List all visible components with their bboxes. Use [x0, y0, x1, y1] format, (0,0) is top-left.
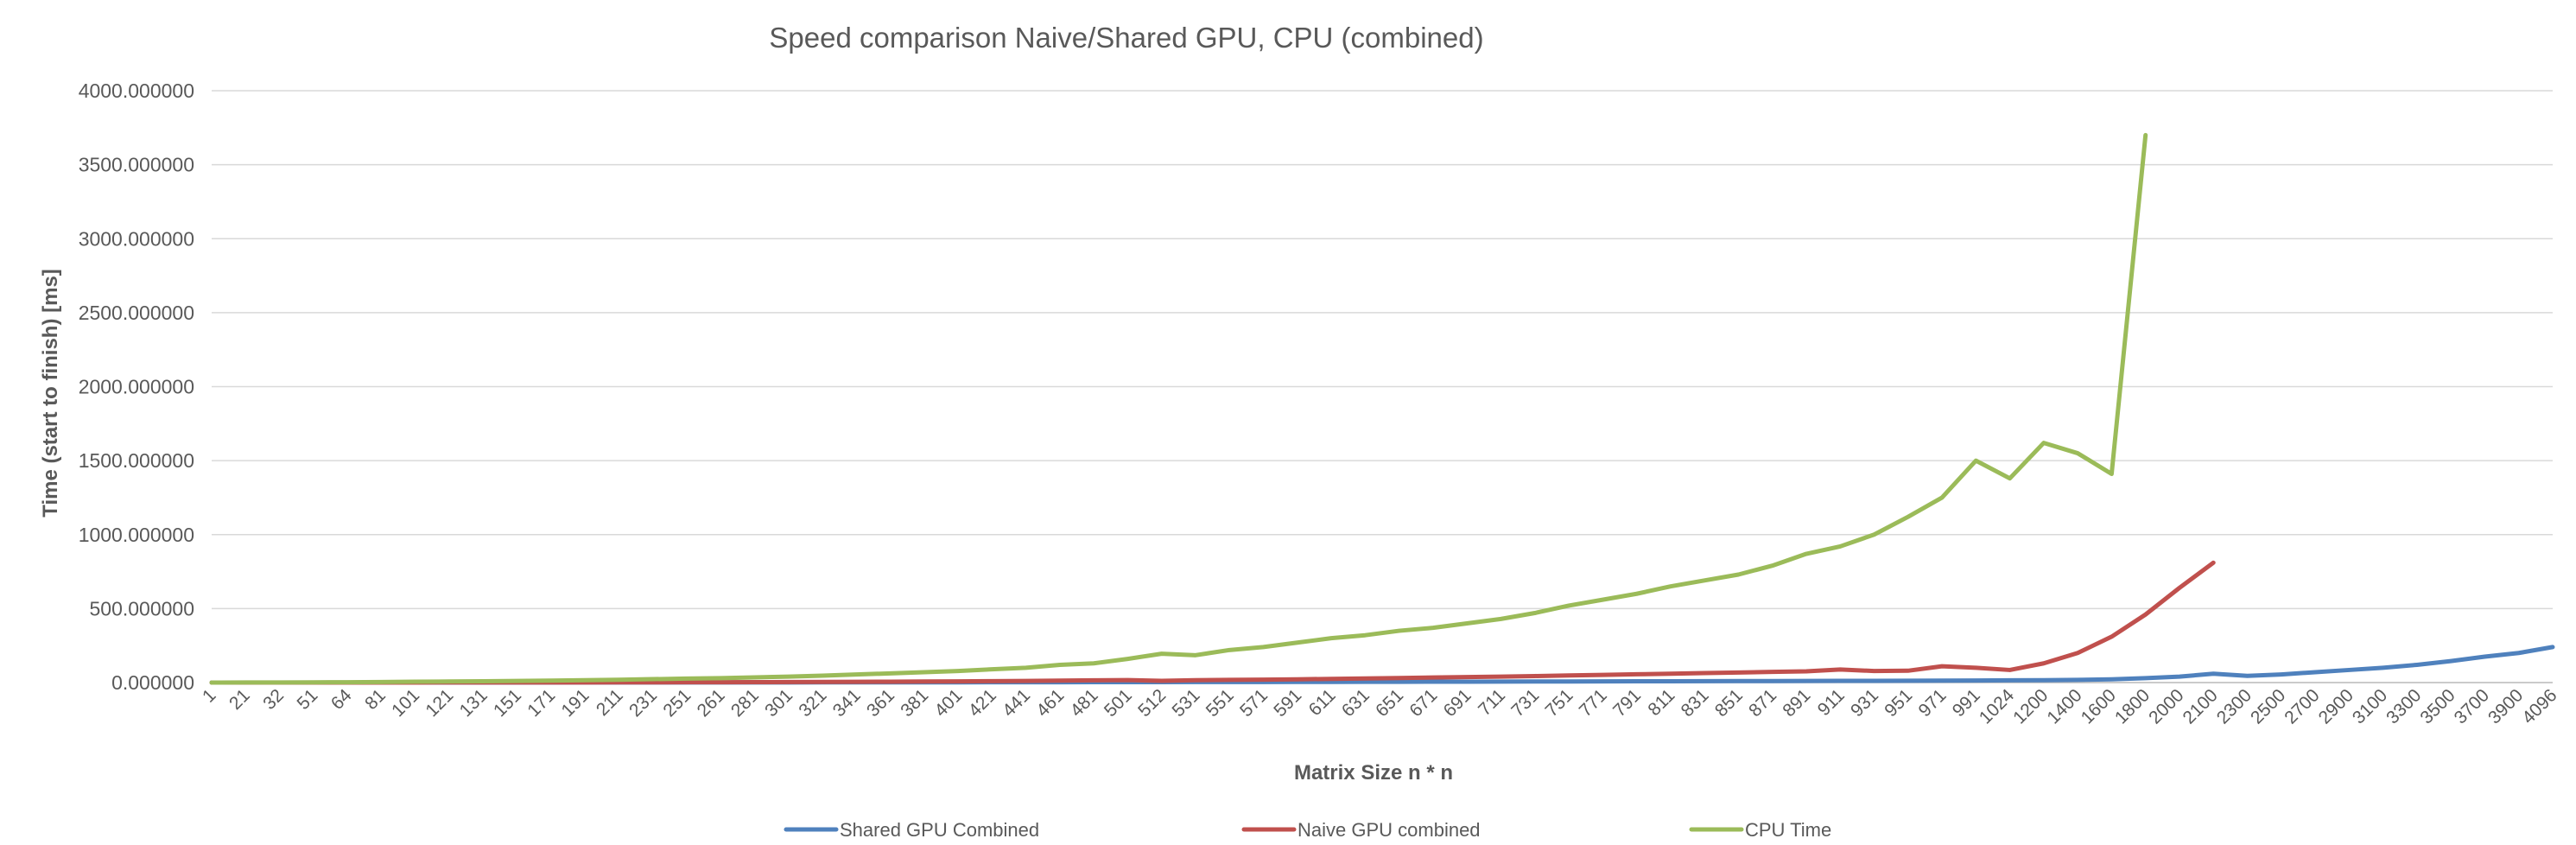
gridlines	[212, 90, 2553, 683]
y-axis-ticks: 0.000000 500.000000 1000.000000 1500.000000…	[79, 79, 194, 694]
x-tick-label: 3900	[2484, 685, 2527, 727]
x-tick-label: 131	[456, 685, 492, 721]
y-tick-label: 0.000000	[111, 671, 194, 694]
x-tick-label: 4096	[2518, 685, 2560, 727]
x-tick-label: 3500	[2416, 685, 2459, 727]
series-lines	[209, 132, 2555, 685]
x-tick-label: 121	[422, 685, 457, 721]
x-tick-label: 441	[999, 685, 1034, 721]
y-tick-label: 3500.000000	[79, 154, 194, 176]
x-tick-label: 501	[1101, 685, 1136, 721]
y-tick-label: 3000.000000	[79, 227, 194, 250]
x-tick-label: 481	[1067, 685, 1102, 721]
x-tick-label: 301	[761, 685, 796, 721]
x-tick-label: 631	[1338, 685, 1374, 721]
x-tick-label: 831	[1678, 685, 1713, 721]
x-tick-label: 3300	[2382, 685, 2425, 727]
x-tick-label: 171	[523, 685, 559, 721]
x-tick-label: 361	[863, 685, 898, 721]
x-tick-label: 151	[490, 685, 525, 721]
x-tick-label: 21	[225, 685, 254, 714]
x-tick-label: 3700	[2451, 685, 2493, 727]
y-tick-label: 4000.000000	[79, 79, 194, 102]
x-tick-label: 461	[1032, 685, 1068, 721]
x-tick-label: 851	[1711, 685, 1747, 721]
x-tick-label: 611	[1305, 685, 1340, 720]
x-tick-label: 251	[659, 685, 695, 721]
y-tick-label: 2500.000000	[79, 302, 194, 324]
x-axis-title: Matrix Size n * n	[1294, 761, 1453, 785]
legend-label-naive-gpu-combined: Naive GPU combined	[1298, 819, 1481, 841]
x-tick-label: 512	[1134, 685, 1170, 721]
x-tick-label: 1400	[2043, 685, 2085, 727]
x-tick-label: 51	[294, 685, 322, 714]
x-tick-label: 81	[361, 685, 390, 714]
x-tick-label: 321	[795, 685, 830, 721]
y-tick-label: 500.000000	[89, 597, 194, 619]
series-line-naive-gpu-combined	[209, 560, 2216, 685]
y-tick-label: 1500.000000	[79, 449, 194, 472]
chart-title: Speed comparison Naive/Shared GPU, CPU (…	[769, 22, 1483, 54]
y-axis-title: Time (start to finish) [ms]	[39, 269, 62, 518]
x-tick-label: 281	[727, 685, 763, 721]
x-tick-label: 1800	[2111, 685, 2154, 727]
x-tick-label: 101	[388, 685, 423, 721]
x-tick-label: 211	[593, 685, 627, 720]
x-tick-label: 671	[1405, 685, 1441, 721]
legend-label-shared-gpu-combined: Shared GPU Combined	[840, 819, 1039, 841]
x-tick-label: 811	[1644, 685, 1678, 720]
x-tick-label: 2300	[2213, 685, 2256, 727]
x-tick-label: 2900	[2315, 685, 2357, 727]
x-tick-label: 951	[1881, 685, 1916, 721]
legend: Shared GPU Combined Naive GPU combined CPU…	[784, 819, 1831, 841]
x-tick-label: 1200	[2009, 685, 2052, 727]
x-tick-label: 871	[1745, 685, 1780, 721]
x-tick-label: 911	[1814, 685, 1849, 720]
x-tick-label: 64	[327, 685, 356, 714]
x-tick-label: 1	[199, 685, 220, 707]
y-tick-label: 2000.000000	[79, 376, 194, 398]
x-tick-label: 691	[1440, 685, 1475, 721]
x-tick-label: 931	[1847, 685, 1882, 721]
x-tick-label: 591	[1270, 685, 1305, 721]
x-tick-label: 571	[1236, 685, 1272, 721]
x-tick-label: 1024	[1976, 685, 2019, 728]
x-tick-label: 1600	[2078, 685, 2120, 727]
legend-label-cpu-time: CPU Time	[1745, 819, 1831, 841]
x-tick-label: 891	[1779, 685, 1814, 721]
x-tick-label: 751	[1542, 685, 1577, 721]
x-tick-label: 771	[1576, 685, 1611, 721]
x-tick-label: 551	[1202, 685, 1238, 721]
x-tick-label: 401	[931, 685, 967, 721]
x-tick-label: 2700	[2281, 685, 2323, 727]
x-tick-label: 2100	[2179, 685, 2221, 727]
x-tick-label: 2500	[2247, 685, 2289, 727]
x-tick-label: 791	[1609, 685, 1645, 721]
x-tick-label: 341	[829, 685, 865, 721]
x-tick-label: 191	[558, 685, 593, 721]
x-tick-label: 231	[625, 685, 661, 721]
x-tick-label: 711	[1475, 685, 1509, 720]
x-tick-label: 381	[897, 685, 932, 721]
x-tick-label: 971	[1915, 685, 1951, 721]
series-line-cpu-time	[209, 132, 2148, 685]
x-tick-label: 3100	[2349, 685, 2391, 727]
x-tick-label: 32	[259, 685, 288, 714]
x-tick-label: 731	[1507, 685, 1543, 721]
x-tick-label: 531	[1168, 685, 1203, 721]
x-tick-label: 2000	[2145, 685, 2187, 727]
x-tick-label: 261	[694, 685, 729, 721]
x-tick-label: 421	[965, 685, 1000, 721]
x-tick-label: 651	[1372, 685, 1407, 721]
y-tick-label: 1000.000000	[79, 524, 194, 546]
